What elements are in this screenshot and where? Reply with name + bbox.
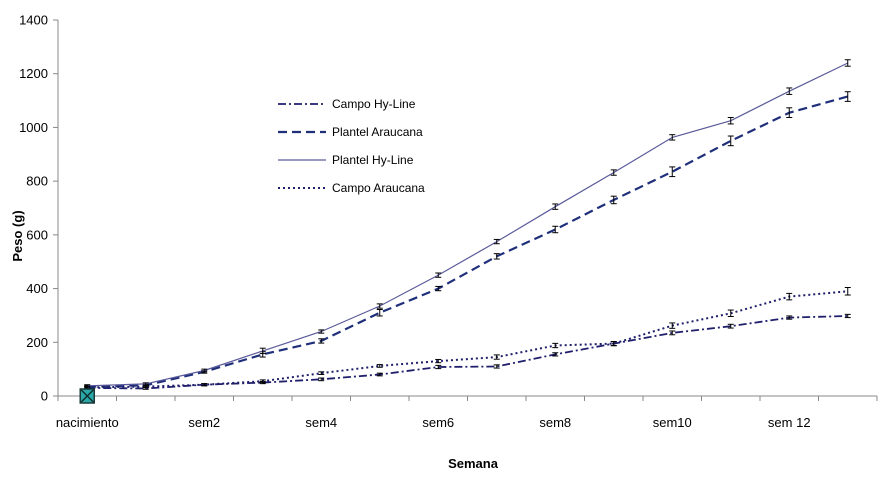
x-tick-label: sem10 xyxy=(653,415,692,430)
error-bar xyxy=(552,343,558,347)
y-tick-label: 200 xyxy=(26,335,48,350)
x-tick-label: sem6 xyxy=(422,415,454,430)
series-line xyxy=(87,97,848,387)
series-plantel-araucana xyxy=(84,92,851,388)
error-bar xyxy=(318,330,324,333)
y-tick-label: 0 xyxy=(41,389,48,404)
series-line xyxy=(87,63,848,386)
series-line xyxy=(87,316,848,389)
series-layer xyxy=(80,60,851,403)
y-tick-label: 600 xyxy=(26,227,48,242)
series-campo-hy-line xyxy=(84,314,851,389)
legend-label: Campo Hy-Line xyxy=(332,97,416,111)
y-tick-label: 1000 xyxy=(19,120,48,135)
y-tick-label: 400 xyxy=(26,281,48,296)
x-axis-title: Semana xyxy=(448,456,499,471)
x-tick-label: sem4 xyxy=(305,415,337,430)
legend-label: Plantel Hy-Line xyxy=(332,153,414,167)
y-tick-label: 800 xyxy=(26,174,48,189)
y-tick-label: 1400 xyxy=(19,13,48,28)
origin-marker xyxy=(80,389,94,403)
x-tick-label: sem 12 xyxy=(768,415,811,430)
error-bar xyxy=(786,293,792,299)
series-plantel-hy-line xyxy=(84,60,851,387)
x-tick-label: sem2 xyxy=(188,415,220,430)
legend-label: Campo Araucana xyxy=(332,181,425,195)
error-bar xyxy=(494,355,500,359)
error-bar xyxy=(845,60,851,66)
legend-item: Plantel Araucana xyxy=(278,125,423,139)
x-tick-label: sem8 xyxy=(539,415,571,430)
y-tick-label: 1200 xyxy=(19,66,48,81)
error-bar xyxy=(260,348,266,353)
error-bar xyxy=(786,88,792,94)
y-axis-title: Peso (g) xyxy=(10,210,25,261)
legend-label: Plantel Araucana xyxy=(332,125,423,139)
legend-item: Campo Araucana xyxy=(278,181,425,195)
x-tick-label: nacimiento xyxy=(56,415,119,430)
legend-item: Plantel Hy-Line xyxy=(278,153,414,167)
axes: 0 200 400 600 800 1000 1200 1400 nacimiento sem2 s… xyxy=(19,13,877,431)
legend: Campo Hy-Line Plantel Araucana Plantel Hy-… xyxy=(278,97,425,195)
error-bar xyxy=(845,287,851,295)
legend-item: Campo Hy-Line xyxy=(278,97,416,111)
error-bar xyxy=(669,323,675,328)
error-bar xyxy=(728,310,734,316)
